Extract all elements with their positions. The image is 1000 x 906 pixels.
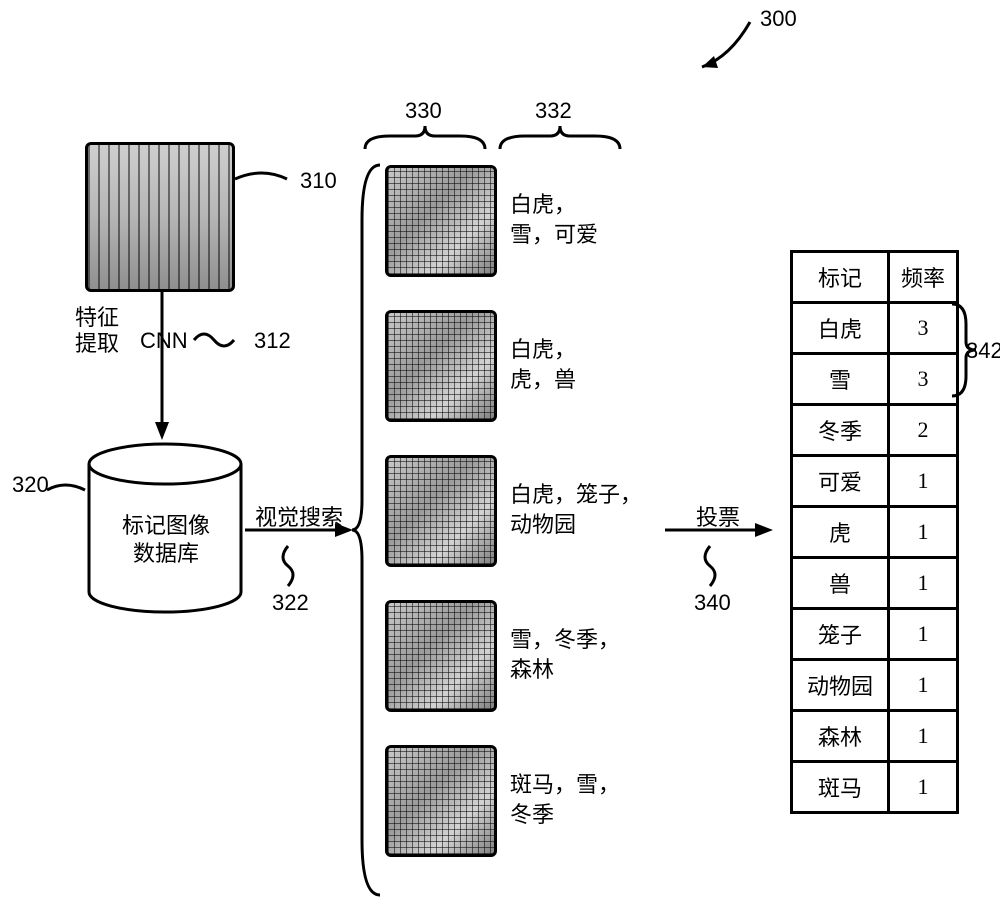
ref-340: 340 <box>694 590 731 616</box>
ref-330: 330 <box>405 98 442 124</box>
freq-table: 标记 频率 白虎3 雪3 冬季2 可爱1 虎1 兽1 笼子1 动物园1 森林1 … <box>790 250 959 814</box>
query-image <box>85 142 235 292</box>
result-tags-3: 雪，冬季， 森林 <box>510 625 620 684</box>
label-feature-extract-2: 提取 <box>75 326 119 358</box>
result-thumb-1 <box>385 310 497 422</box>
ref-332: 332 <box>535 98 572 124</box>
freq-row: 斑马1 <box>792 762 958 813</box>
result-tags-1: 白虎， 虎，兽 <box>510 335 576 394</box>
result-thumb-3 <box>385 600 497 712</box>
leader-310 <box>232 165 302 195</box>
ref-342: 342 <box>966 338 1000 364</box>
freq-row: 兽1 <box>792 558 958 609</box>
freq-row: 冬季2 <box>792 405 958 456</box>
label-voting: 投票 <box>696 500 740 532</box>
arrow-query-to-db <box>152 292 172 442</box>
db-label-2: 数据库 <box>133 536 199 568</box>
freq-row: 虎1 <box>792 507 958 558</box>
freq-header-tag: 标记 <box>792 252 889 303</box>
result-tags-2: 白虎，笼子， 动物园 <box>510 480 642 539</box>
ref-310: 310 <box>300 168 337 194</box>
brace-332 <box>495 124 625 154</box>
freq-row: 白虎3 <box>792 303 958 354</box>
results-brace <box>350 160 384 900</box>
ref-figure: 300 <box>760 6 797 32</box>
leader-320 <box>45 480 87 502</box>
result-thumb-4 <box>385 745 497 857</box>
freq-row: 动物园1 <box>792 660 958 711</box>
result-tags-4: 斑马，雪， 冬季 <box>510 770 620 829</box>
freq-row: 笼子1 <box>792 609 958 660</box>
freq-row: 森林1 <box>792 711 958 762</box>
label-visual-search: 视觉搜索 <box>255 500 343 532</box>
diagram-canvas: 300 330 332 310 特征 提取 CNN 312 标记图像 数据库 3… <box>0 0 1000 906</box>
result-tags-0: 白虎， 雪，可爱 <box>510 190 598 249</box>
freq-header-freq: 频率 <box>889 252 958 303</box>
leader-312 <box>192 328 248 352</box>
result-thumb-2 <box>385 455 497 567</box>
ref-320: 320 <box>12 472 49 498</box>
ref-312: 312 <box>254 328 291 354</box>
label-cnn: CNN <box>140 328 188 354</box>
leader-322 <box>278 544 298 590</box>
freq-row: 雪3 <box>792 354 958 405</box>
ref-322: 322 <box>272 590 309 616</box>
freq-row: 可爱1 <box>792 456 958 507</box>
brace-330 <box>360 124 490 154</box>
leader-340 <box>700 544 720 590</box>
freq-table-header-row: 标记 频率 <box>792 252 958 303</box>
result-thumb-0 <box>385 165 497 277</box>
